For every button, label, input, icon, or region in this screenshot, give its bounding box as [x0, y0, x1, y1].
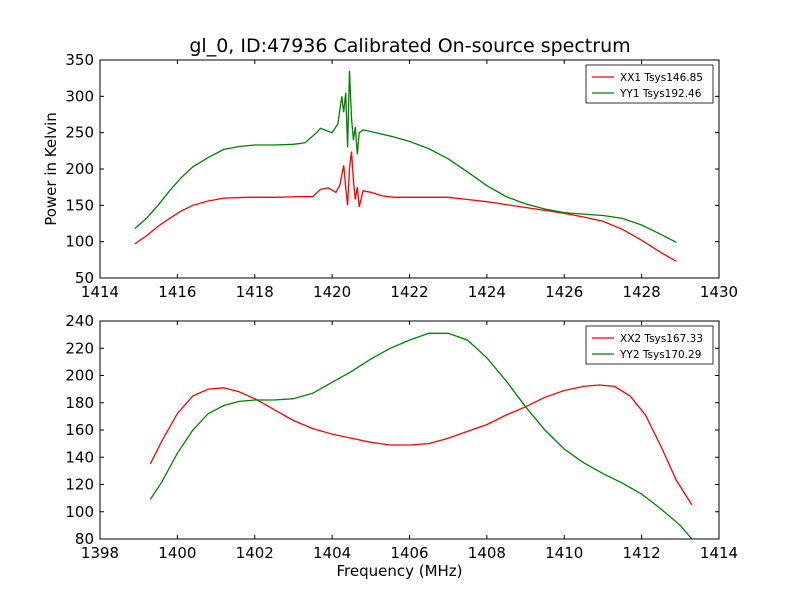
top-y-tick-label: 100 — [65, 233, 94, 251]
top-x-tick-label: 1420 — [313, 283, 351, 301]
bottom-y-tick-label: 140 — [65, 448, 94, 466]
figure-title: gl_0, ID:47936 Calibrated On-source spec… — [189, 35, 630, 57]
top-y-tick-label: 200 — [65, 160, 94, 178]
bottom-x-tick-label: 1404 — [313, 544, 351, 562]
top-legend-box — [585, 64, 714, 104]
bottom-y-tick-label: 220 — [65, 339, 94, 357]
bottom-y-tick-label: 180 — [65, 394, 94, 412]
bottom-x-tick-label: 1400 — [158, 544, 196, 562]
bottom-series-line-1 — [149, 384, 693, 506]
top-legend-label-2: YY1 Tsys192.46 — [619, 88, 702, 100]
bottom-x-tick-label: 1410 — [545, 544, 583, 562]
top-legend-label-1: XX1 Tsys146.85 — [620, 72, 703, 84]
top-y-tick-label: 350 — [65, 51, 94, 69]
top-x-tick-label: 1416 — [158, 283, 196, 301]
bottom-x-tick-label: 1406 — [390, 544, 428, 562]
top-x-tick-label: 1414 — [81, 283, 119, 301]
top-spectrum-chart: 1414 1416 1418 1420 1422 1424 1426 1428 1430 50 10… — [42, 51, 738, 301]
bottom-x-tick-label: 1402 — [236, 544, 274, 562]
bottom-x-tick-label: 1398 — [81, 544, 119, 562]
bottom-y-tick-label: 200 — [65, 367, 94, 385]
top-x-tick-label: 1418 — [236, 283, 274, 301]
top-legend: XX1 Tsys146.85 YY1 Tsys192.46 — [585, 64, 714, 104]
top-x-tick-label: 1426 — [545, 283, 583, 301]
bottom-x-tick-label: 1408 — [468, 544, 506, 562]
bottom-spectrum-chart: 1398 1400 1402 1404 1406 1408 1410 1412 1414 80 10… — [65, 312, 738, 580]
top-series-line-1 — [134, 151, 677, 262]
bottom-y-tick-label: 120 — [65, 476, 94, 494]
top-y-tick-label: 250 — [65, 124, 94, 142]
top-y-tick-label: 150 — [65, 196, 94, 214]
top-y-tick-label: 50 — [75, 269, 94, 287]
top-x-tick-label: 1430 — [700, 283, 738, 301]
bottom-legend-label-1: XX2 Tsys167.33 — [620, 333, 703, 345]
bottom-legend: XX2 Tsys167.33 YY2 Tsys170.29 — [585, 325, 714, 365]
top-x-tick-label: 1424 — [468, 283, 506, 301]
bottom-x-axis-label: Frequency (MHz) — [336, 562, 462, 580]
bottom-series-line-2 — [149, 332, 693, 540]
bottom-legend-box — [585, 325, 714, 365]
bottom-y-tick-label: 240 — [65, 312, 94, 330]
bottom-y-tick-label: 80 — [75, 530, 94, 548]
top-y-tick-label: 300 — [65, 87, 94, 105]
top-y-axis-label: Power in Kelvin — [42, 112, 60, 226]
bottom-legend-label-2: YY2 Tsys170.29 — [619, 349, 701, 361]
top-x-tick-label: 1428 — [623, 283, 661, 301]
top-series-line-2 — [134, 70, 677, 243]
bottom-x-tick-label: 1412 — [623, 544, 661, 562]
top-x-tick-label: 1422 — [390, 283, 428, 301]
bottom-x-tick-label: 1414 — [700, 544, 738, 562]
bottom-y-tick-label: 100 — [65, 503, 94, 521]
bottom-y-tick-label: 160 — [65, 421, 94, 439]
